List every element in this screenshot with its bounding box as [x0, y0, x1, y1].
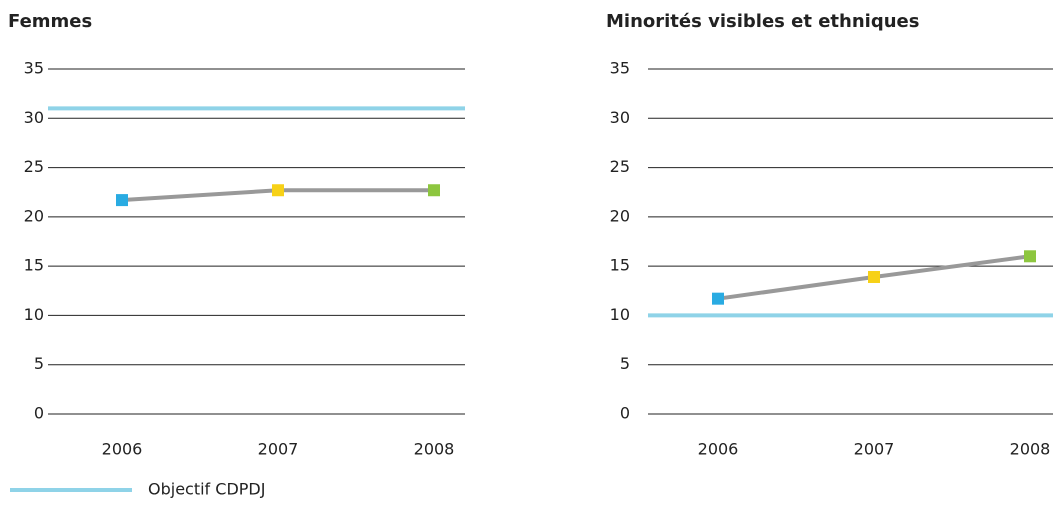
y-tick-label: 30 [24, 108, 44, 127]
y-tick-label: 5 [34, 354, 44, 373]
x-tick-label: 2006 [102, 440, 143, 459]
x-tick-label: 2007 [854, 440, 895, 459]
y-tick-label: 25 [24, 157, 44, 176]
y-tick-label: 15 [24, 256, 44, 275]
y-tick-label: 5 [620, 354, 630, 373]
y-tick-label: 20 [610, 206, 630, 225]
point-marker [428, 184, 440, 197]
x-tick-label: 2008 [1010, 440, 1051, 459]
y-tick-label: 30 [610, 108, 630, 127]
y-tick-label: 35 [24, 59, 44, 78]
chart-title: Minorités visibles et ethniques [606, 11, 919, 32]
point-marker [1024, 250, 1036, 263]
y-tick-label: 0 [620, 404, 630, 423]
y-tick-label: 20 [24, 206, 44, 225]
y-tick-label: 35 [610, 59, 630, 78]
point-marker [116, 194, 128, 207]
point-marker [868, 270, 880, 283]
point-marker [712, 292, 724, 305]
y-tick-label: 0 [34, 404, 44, 423]
x-tick-label: 2008 [414, 440, 455, 459]
y-tick-label: 10 [610, 305, 630, 324]
y-tick-label: 15 [610, 256, 630, 275]
point-marker [272, 184, 284, 197]
x-tick-label: 2007 [258, 440, 299, 459]
y-tick-label: 10 [24, 305, 44, 324]
legend-label: Objectif CDPDJ [148, 480, 265, 499]
x-tick-label: 2006 [698, 440, 739, 459]
y-tick-label: 25 [610, 157, 630, 176]
chart-title: Femmes [8, 11, 92, 32]
